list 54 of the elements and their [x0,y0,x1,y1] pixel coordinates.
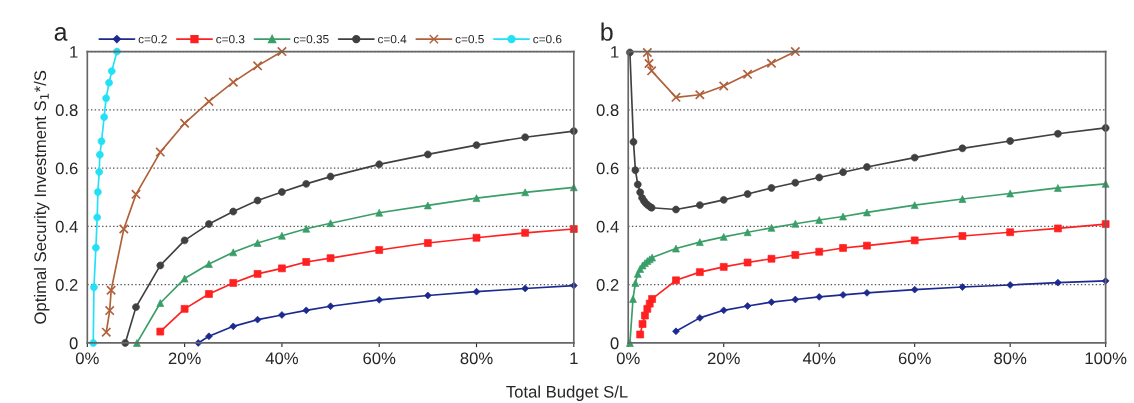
x-tick-label: 40% [802,352,836,365]
point [642,47,653,58]
y-tick-label: 0.6 [596,162,619,175]
y-axis-title: Optimal Security Investment S$_{1}$*/S [33,70,50,324]
y-tick-label: 0.2 [55,279,78,291]
chart-title: a [54,27,68,41]
point [670,92,681,103]
point [155,147,166,158]
point [252,60,263,71]
x-tick-label: 0% [75,352,99,365]
legend-label: c=0.35 [293,34,329,44]
y-tick-label: 0.8 [55,104,78,117]
y-tick-label: 1 [611,46,619,58]
legend-label: c=0.5 [455,34,484,44]
point [130,189,141,200]
x-tick-label: 80% [994,352,1027,365]
y-tick-label: 1 [70,46,78,58]
x-tick-label: 80% [460,352,493,365]
x-tick-label: 20% [168,352,201,365]
point [790,46,801,57]
y-tick-label: 0.2 [596,279,619,291]
point [276,46,287,57]
y-tick-label: 0.6 [55,162,78,175]
point [646,65,657,76]
point [179,118,190,129]
point [742,69,753,80]
point [203,96,214,107]
y-tick-label: 0.8 [596,104,619,117]
x-axis-title: Total Budget S/L [506,385,628,401]
chart-title: b [601,22,613,41]
legend-label: c=0.4 [378,34,407,44]
legend-label: c=0.6 [533,34,562,44]
point [766,58,777,69]
x-tick-label: 100% [1085,352,1127,365]
point [101,327,112,338]
x-tick-label: 1 [570,352,578,365]
legend-label: c=0.3 [216,34,245,44]
point [106,285,117,296]
point [104,305,115,316]
point [694,89,705,100]
x-tick-label: 40% [265,352,298,365]
point [644,58,655,69]
x-tick-label: 60% [363,352,396,365]
y-tick-label: 0.4 [596,220,619,233]
legend-label: c=0.2 [138,34,167,44]
y-tick-label: 0 [69,337,78,350]
point [718,80,729,91]
point [118,224,129,235]
y-tick-label: 0.4 [55,220,78,233]
y-tick-label: 0 [610,337,619,350]
x-tick-label: 20% [707,352,740,365]
x-tick-label: 60% [898,352,931,365]
point [228,77,239,88]
x-tick-label: 0% [616,352,640,365]
